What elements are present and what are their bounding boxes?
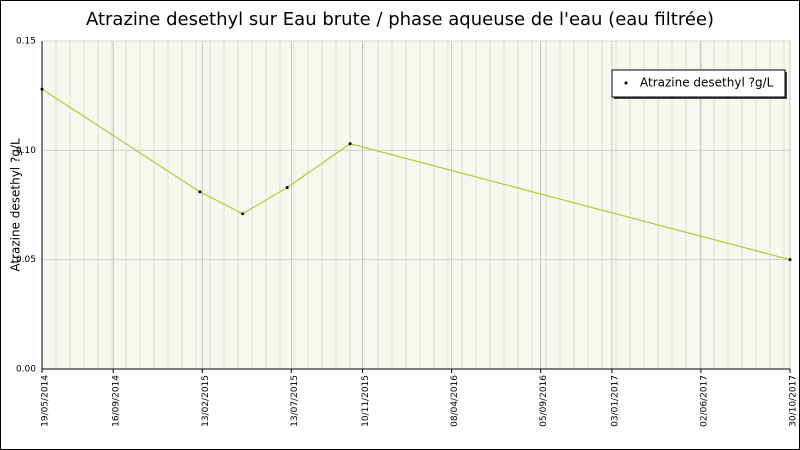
y-axis-label: Atrazine desethyl ?g/L [9, 138, 23, 272]
chart-title: Atrazine desethyl sur Eau brute / phase … [86, 9, 714, 30]
data-point [348, 142, 352, 146]
series-line [41, 88, 791, 261]
y-tick-label: 0.10 [16, 146, 36, 156]
data-point [241, 212, 245, 216]
x-tick-label: 19/05/2014 [41, 375, 51, 427]
x-tick-label: 02/06/2017 [699, 375, 709, 427]
data-point [285, 186, 289, 190]
legend-label: Atrazine desethyl ?g/L [640, 76, 774, 90]
x-tick-label: 16/09/2014 [112, 375, 122, 427]
data-point [198, 190, 202, 194]
x-tick-label: 13/02/2015 [201, 375, 211, 427]
x-tick-label: 10/11/2015 [361, 375, 371, 427]
x-tick-label: 08/04/2016 [450, 375, 460, 427]
minor-grid [55, 41, 785, 369]
data-point [788, 258, 792, 262]
legend-box [611, 69, 786, 98]
y-tick-label: 0.15 [16, 37, 36, 47]
x-tick-label: 13/07/2015 [290, 375, 300, 427]
legend-marker [624, 81, 628, 85]
x-tick-label: 03/01/2017 [610, 375, 620, 427]
y-tick-label: 0.05 [16, 255, 36, 265]
x-tick-label: 05/09/2016 [539, 375, 549, 427]
x-tick-label: 30/10/2017 [789, 375, 799, 427]
data-point [40, 87, 44, 91]
y-tick-label: 0.00 [16, 365, 36, 375]
